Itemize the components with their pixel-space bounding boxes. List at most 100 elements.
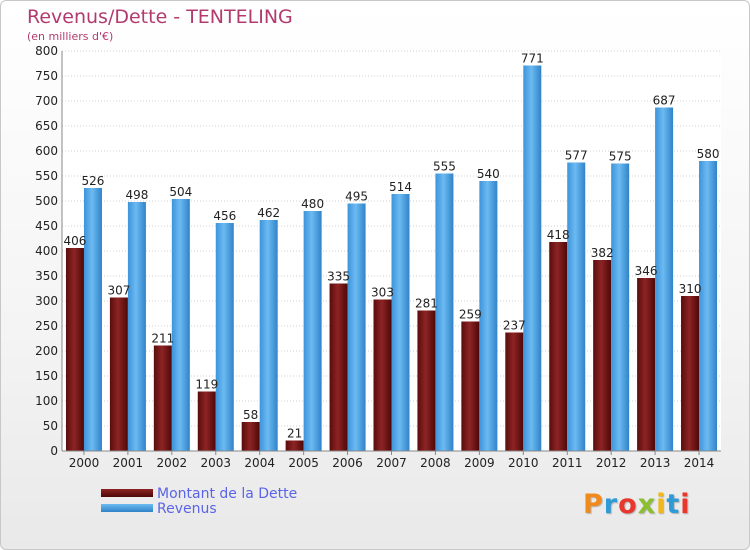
y-tick-label: 150 xyxy=(35,369,58,383)
x-tick-label: 2009 xyxy=(464,456,495,470)
data-label-debt: 310 xyxy=(679,282,702,296)
data-label-debt: 346 xyxy=(635,264,658,278)
bar-revenue-2004 xyxy=(259,220,278,451)
logo-letter: o xyxy=(618,489,638,520)
chart-title: Revenus/Dette - TENTELING xyxy=(27,6,293,28)
data-label-revenue: 687 xyxy=(653,94,676,108)
x-tick-label: 2007 xyxy=(376,456,407,470)
data-label-revenue: 498 xyxy=(125,188,148,202)
y-tick-label: 350 xyxy=(35,269,58,283)
y-tick-label: 500 xyxy=(35,194,58,208)
logo-letter: P xyxy=(583,489,604,520)
bar-revenue-2010 xyxy=(523,65,542,451)
y-tick-label: 800 xyxy=(35,44,58,58)
logo-letter: t xyxy=(666,489,681,520)
bar-revenue-2001 xyxy=(127,202,146,451)
x-tick-label: 2003 xyxy=(200,456,231,470)
x-tick-label: 2013 xyxy=(640,456,671,470)
bar-debt-2007 xyxy=(373,299,392,451)
bar-revenue-2000 xyxy=(83,188,102,451)
y-tick-label: 250 xyxy=(35,319,58,333)
chart-subtitle: (en milliers d'€) xyxy=(27,30,114,43)
y-tick-label: 0 xyxy=(50,444,58,458)
bar-debt-2002 xyxy=(153,345,172,451)
x-tick-label: 2006 xyxy=(332,456,363,470)
bar-revenue-2012 xyxy=(611,163,630,451)
bar-debt-2000 xyxy=(65,248,84,451)
data-label-revenue: 480 xyxy=(301,197,324,211)
x-tick-label: 2008 xyxy=(420,456,451,470)
bar-revenue-2002 xyxy=(171,199,190,451)
legend-label-dette: Montant de la Dette xyxy=(157,486,298,502)
data-label-revenue: 540 xyxy=(477,167,500,181)
data-label-revenue: 577 xyxy=(565,149,588,163)
data-label-debt: 335 xyxy=(327,270,350,284)
y-tick-label: 200 xyxy=(35,344,58,358)
y-tick-label: 450 xyxy=(35,219,58,233)
data-label-debt: 58 xyxy=(243,408,258,422)
bar-revenue-2011 xyxy=(567,162,586,451)
data-label-revenue: 575 xyxy=(609,150,632,164)
logo-letter: r xyxy=(603,489,619,520)
data-label-revenue: 555 xyxy=(433,160,456,174)
y-tick-label: 700 xyxy=(35,94,58,108)
bar-debt-2001 xyxy=(109,297,128,451)
y-tick-label: 50 xyxy=(43,419,58,433)
data-label-debt: 119 xyxy=(195,378,218,392)
x-tick-label: 2002 xyxy=(157,456,188,470)
data-label-debt: 307 xyxy=(107,284,130,298)
proxiti-logo: Proxiti xyxy=(583,489,691,520)
bar-debt-2009 xyxy=(461,321,480,451)
x-tick-label: 2001 xyxy=(113,456,144,470)
data-label-debt: 418 xyxy=(547,228,570,242)
y-tick-label: 100 xyxy=(35,394,58,408)
data-label-debt: 382 xyxy=(591,246,614,260)
data-label-debt: 21 xyxy=(287,427,302,441)
bar-debt-2003 xyxy=(197,391,216,451)
x-tick-label: 2004 xyxy=(244,456,275,470)
y-tick-label: 300 xyxy=(35,294,58,308)
y-tick-label: 650 xyxy=(35,119,58,133)
data-label-debt: 303 xyxy=(371,286,394,300)
bar-debt-2013 xyxy=(637,278,656,451)
data-label-debt: 211 xyxy=(151,332,174,346)
bar-debt-2011 xyxy=(549,242,568,451)
data-label-revenue: 771 xyxy=(521,52,544,66)
y-tick-label: 400 xyxy=(35,244,58,258)
y-tick-label: 550 xyxy=(35,169,58,183)
data-label-debt: 281 xyxy=(415,297,438,311)
bar-debt-2006 xyxy=(329,283,348,451)
legend-swatch-dette xyxy=(101,489,153,497)
data-label-debt: 237 xyxy=(503,319,526,333)
data-label-revenue: 504 xyxy=(169,185,192,199)
y-tick-label: 750 xyxy=(35,69,58,83)
bar-debt-2008 xyxy=(417,310,436,451)
y-tick-label: 600 xyxy=(35,144,58,158)
x-tick-label: 2011 xyxy=(552,456,583,470)
data-label-revenue: 580 xyxy=(697,147,720,161)
data-label-debt: 406 xyxy=(64,234,87,248)
data-label-revenue: 526 xyxy=(82,174,105,188)
bar-revenue-2009 xyxy=(479,181,498,451)
logo-letter: i xyxy=(680,489,691,520)
data-label-revenue: 462 xyxy=(257,206,280,220)
bar-revenue-2008 xyxy=(435,173,454,451)
x-tick-label: 2012 xyxy=(596,456,627,470)
bar-debt-2005 xyxy=(285,440,304,451)
legend-swatch-revenus xyxy=(101,504,153,512)
bar-revenue-2014 xyxy=(699,161,718,451)
bar-revenue-2013 xyxy=(655,107,674,451)
bar-revenue-2005 xyxy=(303,211,322,451)
logo-letter: i xyxy=(656,489,667,520)
bar-revenue-2003 xyxy=(215,223,234,451)
bar-debt-2014 xyxy=(681,296,700,451)
data-label-revenue: 495 xyxy=(345,190,368,204)
x-tick-label: 2005 xyxy=(288,456,319,470)
logo-letter: x xyxy=(637,489,657,520)
bar-debt-2012 xyxy=(593,260,612,451)
bar-revenue-2007 xyxy=(391,194,410,451)
x-tick-label: 2010 xyxy=(508,456,539,470)
data-label-debt: 259 xyxy=(459,308,482,322)
